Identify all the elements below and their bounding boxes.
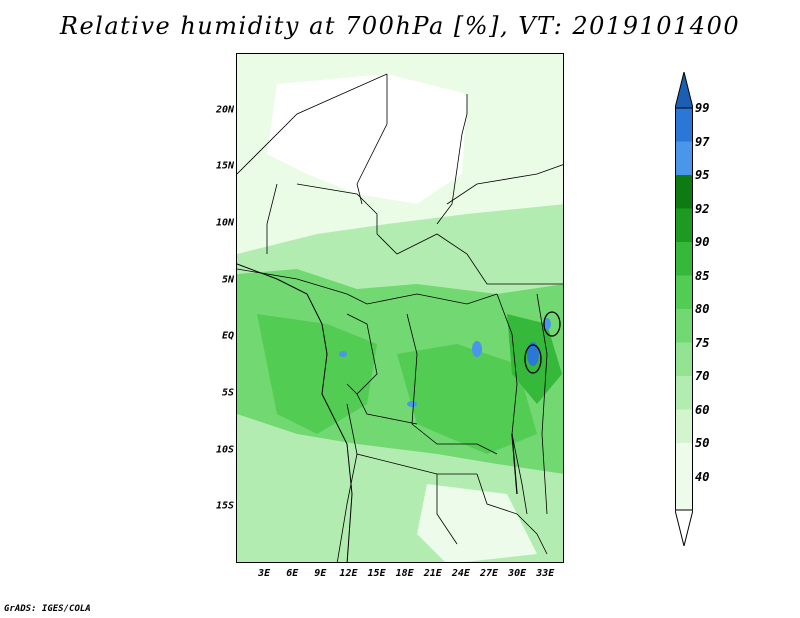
- humidity-patch-blue: [543, 318, 551, 330]
- latitude-tick-label: 10N: [215, 217, 234, 229]
- colorbar-segment: [675, 476, 693, 511]
- colorbar-segment: [675, 443, 693, 477]
- longitude-tick-label: 15E: [367, 568, 386, 579]
- colorbar-segment: [675, 141, 693, 176]
- colorbar-segment: [675, 175, 693, 209]
- longitude-tick-label: 18E: [395, 568, 414, 579]
- colorbar-tick-label: 70: [695, 369, 710, 383]
- longitude-tick-label: 33E: [536, 568, 555, 579]
- map-plot-area: [236, 53, 564, 563]
- colorbar-segment: [675, 376, 693, 410]
- colorbar-tick-label: 85: [695, 268, 710, 283]
- latitude-tick-label: 5S: [221, 387, 234, 399]
- humidity-patch-blue: [527, 342, 539, 366]
- longitude-tick-label: 30E: [508, 568, 527, 579]
- colorbar-outline: [675, 107, 693, 511]
- latitude-tick-label: 15N: [215, 160, 234, 172]
- humidity-map: [237, 54, 563, 562]
- colorbar-tick-label: 80: [695, 302, 710, 316]
- latitude-tick-label: 15S: [215, 500, 234, 512]
- longitude-tick-label: 24E: [451, 568, 470, 579]
- latitude-tick-label: EQ: [221, 330, 234, 342]
- latitude-tick-label: 10S: [215, 444, 234, 456]
- colorbar-segment: [675, 108, 693, 142]
- lake-outlines: [511, 311, 561, 495]
- longitude-tick-label: 12E: [339, 568, 358, 579]
- colorbar-segment: [675, 342, 693, 377]
- colorbar: [675, 72, 693, 546]
- colorbar-tick-label: 92: [695, 201, 710, 216]
- colorbar-tick-label: 60: [695, 402, 710, 417]
- longitude-tick-label: 9E: [314, 568, 327, 579]
- colorbar-segment: [675, 275, 693, 310]
- colorbar-tick-label: 75: [695, 335, 710, 350]
- longitude-tick-label: 21E: [423, 568, 442, 579]
- colorbar-top-arrow: [675, 72, 693, 109]
- latitude-tick-label: 5N: [221, 274, 234, 286]
- colorbar-tick-label: 95: [695, 168, 710, 182]
- humidity-patch-blue: [339, 351, 347, 357]
- longitude-tick-label: 6E: [286, 568, 299, 579]
- colorbar-tick-label: 40: [695, 469, 710, 484]
- humidity-patch-central: [397, 344, 537, 454]
- colorbar-tick-label: 90: [695, 235, 710, 249]
- colorbar-segment: [675, 309, 693, 343]
- colorbar-tick-label: 97: [695, 134, 710, 149]
- coastline: [237, 263, 353, 562]
- country-borders: [237, 73, 563, 562]
- map-title: Relative humidity at 700hPa [%], VT: 201…: [59, 12, 741, 40]
- longitude-tick-label: 3E: [258, 568, 271, 579]
- colorbar-tick-label: 50: [695, 436, 710, 450]
- latitude-tick-label: 20N: [215, 104, 234, 116]
- humidity-patch-blue: [407, 401, 417, 407]
- colorbar-bottom-arrow: [675, 509, 693, 546]
- colorbar-tick-label: 99: [695, 101, 710, 115]
- colorbar-segment: [675, 409, 693, 444]
- longitude-tick-label: 27E: [479, 568, 499, 579]
- colorbar-segment: [675, 208, 693, 243]
- dry-region-north: [267, 74, 467, 204]
- dry-region-south: [417, 484, 537, 562]
- footer-credit: GrADS: IGES/COLA: [4, 604, 91, 614]
- colorbar-segment: [675, 242, 693, 276]
- humidity-patch-blue: [472, 341, 482, 357]
